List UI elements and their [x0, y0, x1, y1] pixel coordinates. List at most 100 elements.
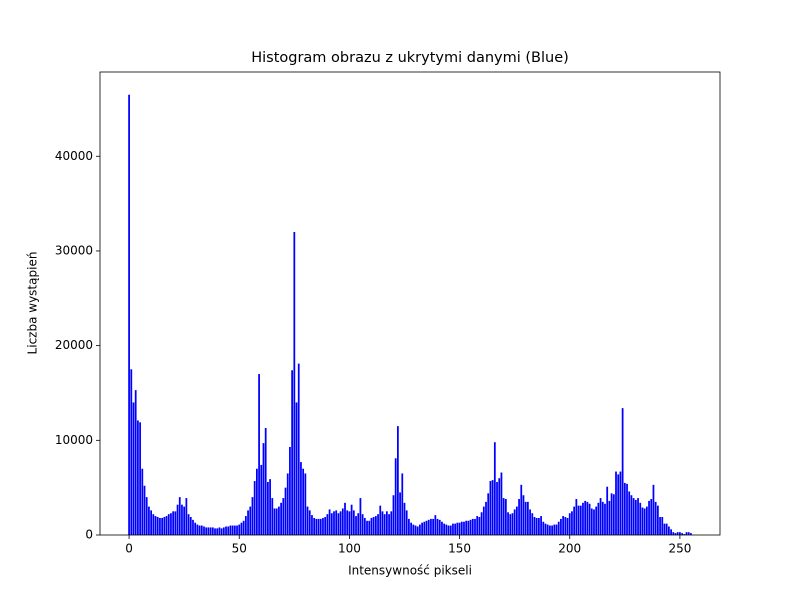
y-tick-label: 30000: [55, 243, 93, 257]
bar: [408, 518, 410, 535]
bar: [379, 505, 382, 535]
bar: [161, 517, 164, 535]
bar: [139, 422, 141, 535]
bar: [361, 514, 364, 535]
bar: [562, 516, 565, 535]
bar: [531, 513, 534, 535]
bar: [524, 501, 527, 535]
bar: [652, 484, 655, 535]
bar: [244, 516, 247, 535]
x-axis-label: Intensywność pikseli: [348, 564, 472, 578]
bar: [267, 481, 269, 535]
bar: [392, 495, 395, 535]
bar: [643, 508, 646, 535]
bar: [650, 499, 653, 535]
bar: [390, 511, 393, 535]
bar: [491, 480, 494, 535]
bar: [604, 503, 606, 535]
bar: [597, 502, 600, 535]
bar: [670, 529, 672, 535]
bar: [128, 94, 130, 535]
bar: [507, 512, 509, 535]
bar: [242, 520, 245, 535]
bar: [194, 522, 197, 535]
bar: [141, 468, 144, 535]
bar: [535, 517, 538, 535]
bar: [416, 526, 419, 535]
bar: [370, 517, 373, 535]
bar: [352, 510, 355, 535]
bar: [130, 369, 133, 535]
bar: [308, 510, 311, 535]
bar: [154, 516, 157, 535]
bar: [233, 525, 236, 535]
bar: [306, 506, 309, 535]
bar: [330, 513, 333, 535]
bar: [251, 497, 254, 535]
bar: [467, 520, 470, 535]
bar: [335, 510, 338, 535]
bar: [582, 502, 584, 535]
bar: [474, 518, 476, 535]
bar: [432, 518, 435, 535]
bar: [326, 514, 329, 535]
bar: [500, 472, 503, 535]
bar: [659, 517, 661, 535]
bar: [297, 363, 300, 535]
bar: [372, 517, 375, 535]
bar: [634, 499, 637, 535]
bar: [511, 513, 514, 535]
bar: [262, 443, 265, 535]
bar: [315, 518, 318, 535]
bar: [302, 468, 305, 535]
bar: [346, 510, 349, 535]
bar: [313, 517, 316, 535]
bar: [357, 513, 360, 535]
bar: [350, 504, 353, 535]
bar: [152, 514, 155, 535]
bar: [590, 508, 593, 535]
bar: [513, 509, 516, 535]
bar: [205, 527, 208, 535]
bar: [502, 498, 505, 535]
bar: [278, 506, 280, 535]
bar: [454, 523, 457, 535]
bar: [632, 498, 635, 535]
bar: [200, 525, 203, 535]
x-tick-label: 200: [558, 542, 581, 556]
y-tick-label: 0: [85, 528, 93, 542]
bar: [681, 533, 683, 535]
bar: [368, 520, 371, 535]
bar: [209, 527, 212, 535]
bar: [665, 523, 668, 535]
bar: [469, 519, 472, 535]
bar: [163, 517, 166, 535]
bar: [405, 510, 408, 535]
bar: [324, 517, 327, 535]
bar: [551, 525, 553, 535]
bar: [610, 493, 613, 535]
bar: [471, 518, 474, 535]
bar: [238, 524, 241, 535]
bar: [295, 402, 298, 535]
chart-title: Histogram obrazu z ukrytymi danymi (Blue…: [251, 50, 569, 66]
bar: [445, 524, 448, 535]
bar: [187, 514, 190, 535]
bar: [449, 525, 452, 535]
x-tick-label: 100: [338, 542, 361, 556]
bar: [421, 522, 423, 535]
bar: [656, 505, 659, 535]
bar: [170, 513, 172, 535]
bar: [441, 521, 443, 535]
bar: [509, 514, 512, 535]
bar: [599, 498, 602, 535]
bar: [522, 495, 525, 535]
bar: [423, 521, 426, 535]
bar: [385, 511, 388, 535]
bar: [593, 509, 595, 535]
bar: [137, 420, 139, 535]
bar: [546, 524, 549, 535]
bar: [222, 527, 225, 535]
bar: [588, 503, 591, 535]
